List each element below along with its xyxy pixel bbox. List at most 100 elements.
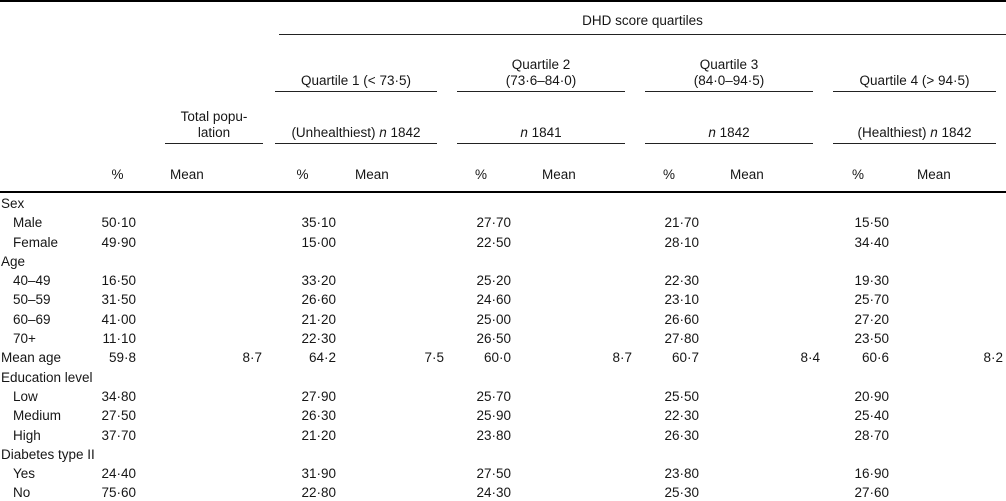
percent-value: 24·60 (476, 292, 511, 308)
mean-value (340, 445, 447, 464)
mean-value (893, 329, 1006, 348)
table-row: 50–59 31·50 26·60 24·60 23·10 25·70 (0, 290, 1006, 309)
percent-value: 25·20 (476, 273, 511, 289)
section-label: Age (1, 253, 26, 269)
quartile-4-n-label: (Healthiest) n 1842 (823, 92, 1006, 144)
percent-column-header: % (851, 166, 864, 182)
percent-value: 28·70 (854, 427, 889, 443)
quartile-2-rule: Quartile 2 (73·6–84·0) (457, 57, 625, 92)
quartile-1-n-label: (Unhealthiest) n 1842 (265, 92, 447, 144)
total-population-rule: Total popu- lation (165, 109, 263, 144)
percent-value: 31·50 (101, 292, 136, 308)
percent-value: 23·80 (664, 466, 699, 482)
percent-value (635, 445, 703, 464)
mean-value (140, 387, 265, 406)
percent-value (823, 445, 893, 464)
header-spacer (0, 35, 265, 92)
table-row: Male 50·10 35·10 27·70 21·70 15·50 (0, 213, 1006, 232)
mean-value (893, 464, 1006, 483)
mean-value (515, 271, 635, 290)
percent-value: 25·40 (854, 408, 889, 424)
mean-value (140, 213, 265, 232)
percent-value: 16·50 (101, 273, 136, 289)
percent-value: 60·6 (861, 350, 889, 366)
mean-value (515, 213, 635, 232)
quartile-2-header: Quartile 2 (73·6–84·0) (447, 35, 635, 92)
percent-value: 34·40 (854, 234, 889, 250)
percent-value: 37·70 (101, 427, 136, 443)
mean-value (340, 310, 447, 329)
percent-value: 33·20 (301, 273, 336, 289)
mean-value (515, 290, 635, 309)
quartile-label-line1: Quartile 1 (< 73·5) (301, 72, 411, 88)
mean-value (703, 190, 823, 214)
mean-value (140, 233, 265, 252)
mean-value (140, 310, 265, 329)
mean-value (140, 483, 265, 501)
row-label: 50–59 (13, 292, 51, 308)
mean-value (703, 445, 823, 464)
percent-value: 22·30 (301, 331, 336, 347)
mean-value (340, 464, 447, 483)
mean-value: 8·7 (242, 350, 262, 366)
quartile-3-n-rule: n 1842 (645, 124, 813, 144)
percent-value: 25·30 (664, 485, 699, 501)
percent-value: 60·7 (671, 350, 699, 366)
mean-value (515, 426, 635, 445)
percent-value (265, 368, 340, 387)
mean-value (515, 252, 635, 271)
mean-value (140, 445, 265, 464)
mean-column-header: Mean (730, 166, 764, 182)
percent-value (447, 445, 515, 464)
n-symbol: n (379, 124, 387, 140)
percent-value (265, 445, 340, 464)
percent-value: 28·10 (664, 234, 699, 250)
row-label: Yes (13, 466, 36, 482)
table-row: 70+ 11·10 22·30 26·50 27·80 23·50 (0, 329, 1006, 348)
percent-value (823, 368, 893, 387)
mean-value (140, 426, 265, 445)
percent-value (265, 190, 340, 214)
column-headers-row: % Mean % Mean % Mean % Mean % Mean (0, 144, 1006, 192)
quartile-label-line1: Quartile 2 (511, 57, 571, 72)
percent-value: 21·20 (301, 311, 336, 327)
percent-column-header: % (296, 166, 309, 182)
percent-value: 26·30 (664, 427, 699, 443)
mean-value (893, 426, 1006, 445)
row-label: 40–49 (13, 273, 51, 289)
percent-value: 25·70 (854, 292, 889, 308)
mean-value (340, 213, 447, 232)
quartile-label-line1: Quartile 4 (> 94·5) (859, 72, 970, 88)
group-title-row: DHD score quartiles (0, 1, 1006, 35)
mean-column-header: Mean (542, 166, 576, 182)
table-row: 40–49 16·50 33·20 25·20 22·30 19·30 (0, 271, 1006, 290)
mean-value (893, 368, 1006, 387)
quartile-2-n-rule: n 1841 (457, 125, 625, 144)
percent-value: 15·00 (301, 234, 336, 250)
mean-value (515, 190, 635, 214)
mean-value (515, 445, 635, 464)
mean-value (703, 406, 823, 425)
percent-value (95, 368, 140, 387)
mean-value (703, 213, 823, 232)
percent-value (95, 252, 140, 271)
percent-value: 20·90 (854, 388, 889, 404)
percent-value: 35·10 (301, 215, 336, 231)
quartile-2-n-label: n 1841 (447, 92, 635, 144)
percent-value: 11·10 (102, 331, 136, 347)
percent-column-header: % (662, 166, 675, 182)
n-count: 1842 (719, 124, 750, 140)
mean-value (893, 290, 1006, 309)
mean-value (893, 310, 1006, 329)
percent-value (95, 190, 140, 214)
table-row: Education level (0, 368, 1006, 387)
mean-value (340, 290, 447, 309)
mean-column-header: Mean (170, 166, 204, 182)
n-count: 1842 (941, 124, 972, 140)
mean-value (703, 252, 823, 271)
mean-value (340, 387, 447, 406)
row-label: Low (13, 388, 38, 404)
quartile-labels-row: Quartile 1 (< 73·5) Quartile 2 (73·6–84·… (0, 35, 1006, 92)
